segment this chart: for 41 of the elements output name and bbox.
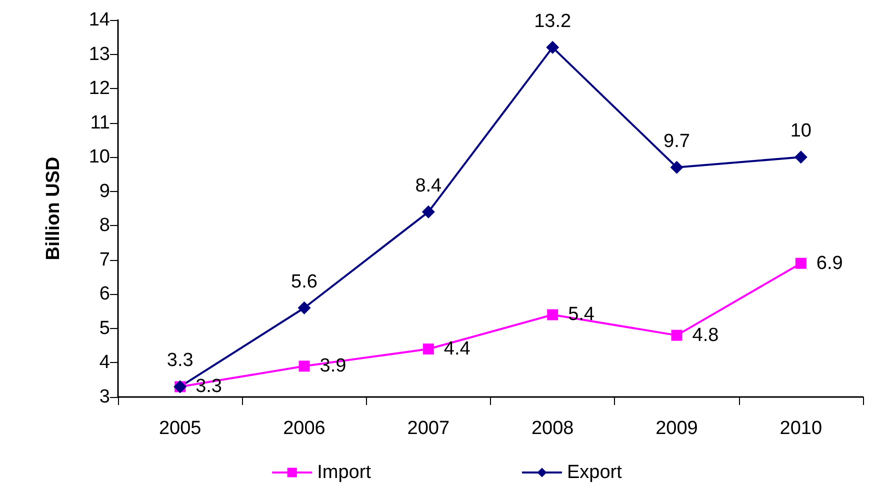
data-label: 10 [790, 120, 812, 142]
data-label: 6.9 [816, 252, 843, 274]
y-axis-title: Billion USD [43, 156, 64, 260]
y-tick-label: 7 [99, 249, 110, 270]
data-label: 9.7 [664, 130, 690, 152]
y-tick-label: 13 [88, 44, 110, 65]
x-tick-label: 2007 [407, 418, 450, 439]
point [422, 205, 435, 218]
y-tick-label: 9 [99, 180, 110, 202]
x-tick-label: 2008 [531, 418, 574, 439]
data-label: 4.4 [444, 338, 471, 360]
y-tick-label: 14 [88, 10, 110, 30]
data-label: 13.2 [534, 10, 572, 32]
data-label: 4.8 [692, 324, 719, 346]
point [671, 330, 682, 341]
point [422, 344, 434, 355]
x-tick-label: 2010 [780, 418, 822, 439]
point [670, 160, 684, 174]
data-label: 3.3 [196, 376, 222, 398]
x-tick-label: 2005 [158, 418, 202, 439]
point [298, 301, 311, 314]
y-tick-label: 5 [99, 318, 110, 339]
point [547, 309, 558, 320]
data-label: 3.3 [166, 350, 194, 372]
y-tick-label: 6 [99, 284, 110, 305]
data-label: 5.6 [291, 271, 318, 292]
y-tick-label: 11 [90, 112, 110, 134]
x-tick-label: 2006 [283, 418, 326, 439]
legend-label: Export [566, 462, 623, 483]
legend-label: Import [317, 462, 372, 483]
point [546, 40, 560, 54]
y-tick-label: 8 [99, 215, 110, 236]
point [795, 258, 806, 269]
y-tick-label: 10 [88, 146, 110, 168]
x-tick-label: 2009 [656, 418, 698, 439]
point [298, 360, 310, 372]
y-tick-label: 3 [99, 386, 110, 408]
y-tick-label: 12 [88, 78, 110, 100]
data-label: 8.4 [415, 175, 442, 196]
point [794, 150, 808, 164]
y-tick-label: 4 [99, 352, 110, 374]
